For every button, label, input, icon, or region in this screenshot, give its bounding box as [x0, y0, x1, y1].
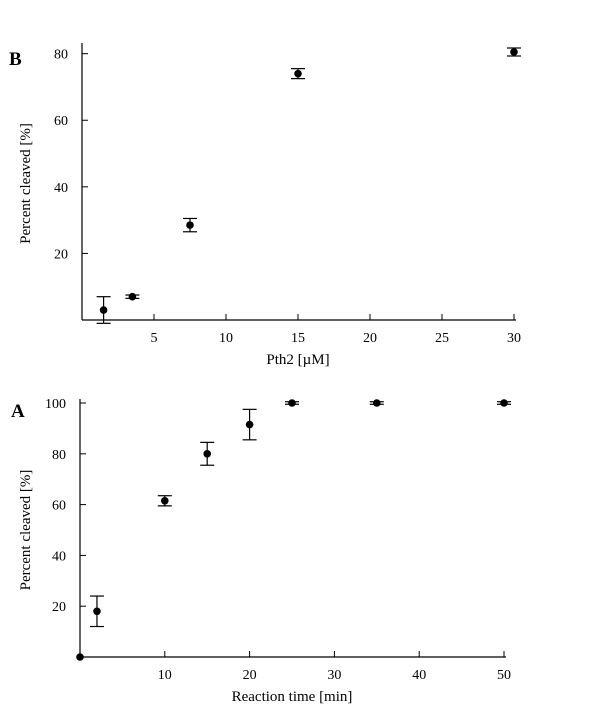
- x-axis-label: Reaction time [min]: [232, 689, 353, 705]
- data-point: [161, 496, 169, 505]
- data-point: [99, 306, 108, 314]
- data-point: [93, 607, 101, 616]
- data-point: [500, 399, 508, 407]
- y-tick-label: 20: [54, 247, 68, 262]
- y-tick-label: 80: [52, 448, 66, 463]
- data-point: [186, 221, 194, 229]
- panel-a-chart: 10 20 30 40 50 20 40 60 80 100 Reaction time [min]…: [11, 397, 511, 705]
- data-point: [245, 420, 254, 429]
- y-tick-label: 40: [54, 181, 68, 196]
- x-tick-label: 50: [497, 668, 511, 683]
- x-tick-label: 10: [219, 331, 233, 346]
- y-tick-label: 60: [54, 114, 68, 129]
- x-tick-label: 40: [412, 668, 426, 683]
- data-point: [128, 292, 137, 301]
- panel-label: B: [9, 49, 22, 70]
- x-tick-label: 15: [291, 331, 305, 346]
- data-point: [76, 653, 84, 661]
- data-point: [203, 450, 211, 458]
- y-axis-label: Percent cleaved [%]: [18, 470, 34, 591]
- data-point: [510, 48, 518, 56]
- y-tick-label: 60: [52, 499, 66, 514]
- x-tick-label: 30: [507, 331, 521, 346]
- y-tick-label: 80: [54, 48, 68, 63]
- y-tick-label: 100: [45, 397, 66, 412]
- data-point: [288, 399, 296, 407]
- x-tick-label: 20: [363, 331, 377, 346]
- data-point: [373, 399, 381, 407]
- y-tick-label: 40: [52, 549, 66, 564]
- panel-b-chart: 5 10 15 20 25 30 20 40 60 80 Pth2 [µM] Percent clea…: [9, 43, 521, 368]
- panel-label: A: [11, 401, 25, 422]
- x-tick-label: 30: [327, 668, 341, 683]
- y-axis-label: Percent cleaved [%]: [18, 123, 34, 244]
- x-tick-label: 5: [151, 331, 158, 346]
- y-tick-label: 20: [52, 600, 66, 615]
- x-axis-label: Pth2 [µM]: [266, 352, 329, 368]
- x-tick-label: 20: [243, 668, 257, 683]
- x-tick-label: 10: [158, 668, 172, 683]
- data-point: [294, 69, 302, 78]
- x-tick-label: 25: [435, 331, 449, 346]
